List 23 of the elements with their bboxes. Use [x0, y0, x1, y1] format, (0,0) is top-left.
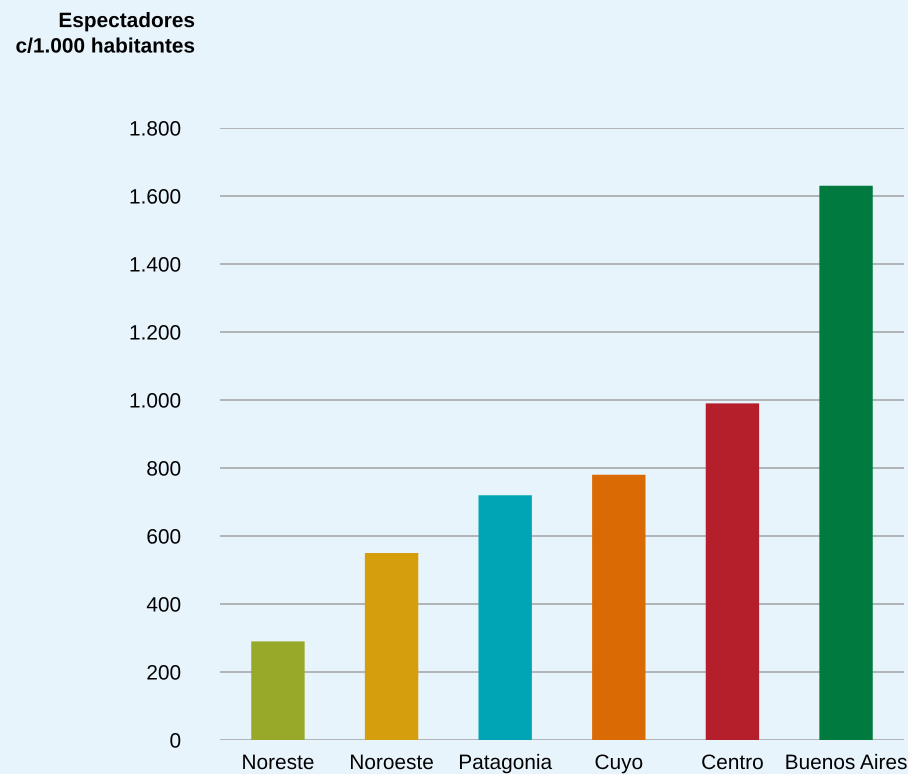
- y-tick-label: 800: [147, 461, 180, 476]
- x-tick-label: Cuyo: [596, 754, 642, 774]
- y-tick-label: 0: [170, 733, 180, 748]
- y-tick-label: 1.600: [130, 189, 180, 204]
- x-tick-label: Noroeste: [351, 754, 433, 770]
- bar: [592, 474, 646, 740]
- x-tick-label: Patagonia: [460, 754, 552, 774]
- y-tick-label: 1.200: [130, 325, 180, 340]
- y-tick-label: 600: [147, 529, 180, 544]
- bar: [478, 495, 532, 740]
- y-axis-title: Espectadores c/1.000 habitantes: [16, 12, 194, 53]
- y-tick-label: 1.000: [130, 393, 180, 408]
- y-tick-label: 200: [147, 665, 180, 680]
- bar: [364, 553, 418, 740]
- y-tick-label: 1.800: [130, 121, 180, 136]
- y-tick-label: 1.400: [130, 257, 180, 272]
- bar: [706, 403, 760, 740]
- y-tick-label: 400: [146, 597, 180, 612]
- bar: [251, 641, 305, 740]
- x-tick-label: Buenos Aires: [786, 754, 907, 770]
- bar: [819, 186, 873, 740]
- x-tick-label: Centro: [702, 754, 763, 770]
- x-tick-label: Noreste: [243, 754, 314, 770]
